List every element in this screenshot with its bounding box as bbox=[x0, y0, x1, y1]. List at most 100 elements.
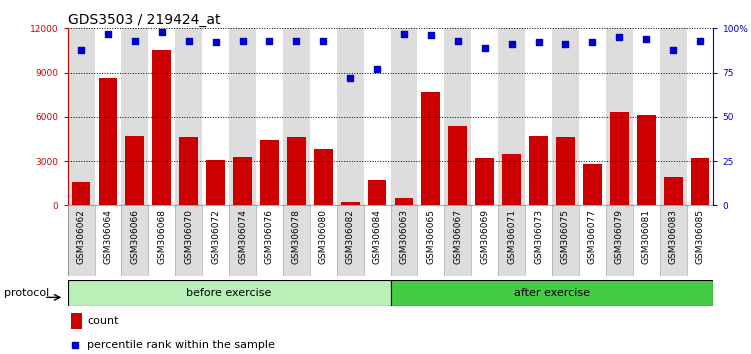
Bar bbox=[68, 280, 391, 306]
Bar bbox=[610, 113, 629, 205]
Bar bbox=[606, 28, 632, 205]
Bar bbox=[632, 205, 659, 276]
Text: after exercise: after exercise bbox=[514, 288, 590, 298]
Text: GSM306076: GSM306076 bbox=[265, 209, 274, 264]
Bar bbox=[229, 28, 256, 205]
Point bbox=[398, 31, 410, 36]
Point bbox=[75, 47, 87, 52]
Bar bbox=[418, 28, 445, 205]
Bar bbox=[525, 205, 552, 276]
Text: GSM306077: GSM306077 bbox=[588, 209, 597, 264]
Bar bbox=[525, 28, 552, 205]
Text: GSM306083: GSM306083 bbox=[668, 209, 677, 264]
Text: GSM306072: GSM306072 bbox=[211, 209, 220, 264]
Point bbox=[210, 40, 222, 45]
Text: GSM306066: GSM306066 bbox=[131, 209, 140, 264]
Bar bbox=[309, 205, 336, 276]
Point bbox=[559, 41, 572, 47]
Bar bbox=[391, 28, 418, 205]
Point bbox=[155, 29, 167, 35]
Bar bbox=[95, 205, 122, 276]
Text: GSM306062: GSM306062 bbox=[77, 209, 86, 264]
Text: GSM306063: GSM306063 bbox=[400, 209, 409, 264]
Bar bbox=[229, 205, 256, 276]
Point bbox=[425, 33, 437, 38]
Text: GSM306074: GSM306074 bbox=[238, 209, 247, 264]
Bar bbox=[552, 28, 579, 205]
Bar bbox=[68, 28, 95, 205]
Bar bbox=[256, 205, 283, 276]
Bar bbox=[336, 205, 363, 276]
Bar bbox=[475, 158, 494, 205]
Bar bbox=[529, 136, 548, 205]
Bar bbox=[341, 202, 360, 205]
Bar bbox=[418, 205, 445, 276]
Text: GSM306070: GSM306070 bbox=[184, 209, 193, 264]
Point bbox=[371, 66, 383, 72]
Bar bbox=[202, 205, 229, 276]
Text: GSM306079: GSM306079 bbox=[615, 209, 624, 264]
Bar bbox=[502, 154, 521, 205]
Bar bbox=[175, 28, 202, 205]
Bar bbox=[472, 205, 498, 276]
Text: GSM306081: GSM306081 bbox=[641, 209, 650, 264]
Bar bbox=[421, 92, 440, 205]
Point bbox=[532, 40, 544, 45]
Bar bbox=[391, 280, 713, 306]
Point bbox=[640, 36, 652, 42]
Point bbox=[317, 38, 329, 44]
Bar bbox=[122, 205, 149, 276]
Text: GSM306084: GSM306084 bbox=[372, 209, 382, 264]
Bar bbox=[283, 28, 309, 205]
Point bbox=[69, 342, 81, 348]
Bar bbox=[498, 205, 525, 276]
Text: GSM306067: GSM306067 bbox=[454, 209, 463, 264]
Bar bbox=[336, 28, 363, 205]
Text: GSM306071: GSM306071 bbox=[507, 209, 516, 264]
Point bbox=[182, 38, 195, 44]
Bar bbox=[552, 205, 579, 276]
Bar bbox=[179, 137, 198, 205]
Bar bbox=[309, 28, 336, 205]
Text: count: count bbox=[87, 316, 119, 326]
Bar bbox=[175, 205, 202, 276]
Text: percentile rank within the sample: percentile rank within the sample bbox=[87, 340, 275, 350]
Bar bbox=[363, 28, 391, 205]
Bar bbox=[659, 28, 686, 205]
Bar bbox=[556, 137, 575, 205]
Text: GSM306082: GSM306082 bbox=[345, 209, 354, 264]
Bar bbox=[363, 205, 391, 276]
Bar bbox=[445, 205, 472, 276]
Bar bbox=[152, 51, 171, 205]
Point bbox=[505, 41, 517, 47]
Bar bbox=[691, 158, 710, 205]
Bar bbox=[659, 205, 686, 276]
Bar bbox=[207, 160, 225, 205]
Bar bbox=[394, 198, 413, 205]
Text: before exercise: before exercise bbox=[186, 288, 272, 298]
Text: GSM306064: GSM306064 bbox=[104, 209, 113, 264]
Bar bbox=[686, 28, 713, 205]
Bar bbox=[368, 180, 387, 205]
Point bbox=[614, 34, 626, 40]
Bar bbox=[579, 205, 606, 276]
Point bbox=[667, 47, 679, 52]
Bar bbox=[664, 177, 683, 205]
Text: protocol: protocol bbox=[4, 288, 49, 298]
Text: GDS3503 / 219424_at: GDS3503 / 219424_at bbox=[68, 13, 220, 27]
Point bbox=[264, 38, 276, 44]
Text: GSM306069: GSM306069 bbox=[480, 209, 489, 264]
Point bbox=[102, 31, 114, 36]
Bar bbox=[583, 164, 602, 205]
Point bbox=[129, 38, 141, 44]
Bar bbox=[498, 28, 525, 205]
Point bbox=[478, 45, 490, 51]
Text: GSM306065: GSM306065 bbox=[427, 209, 436, 264]
Bar bbox=[125, 136, 144, 205]
Point bbox=[694, 38, 706, 44]
Bar bbox=[95, 28, 122, 205]
Bar bbox=[472, 28, 498, 205]
Text: GSM306075: GSM306075 bbox=[561, 209, 570, 264]
Bar bbox=[202, 28, 229, 205]
Point bbox=[587, 40, 599, 45]
